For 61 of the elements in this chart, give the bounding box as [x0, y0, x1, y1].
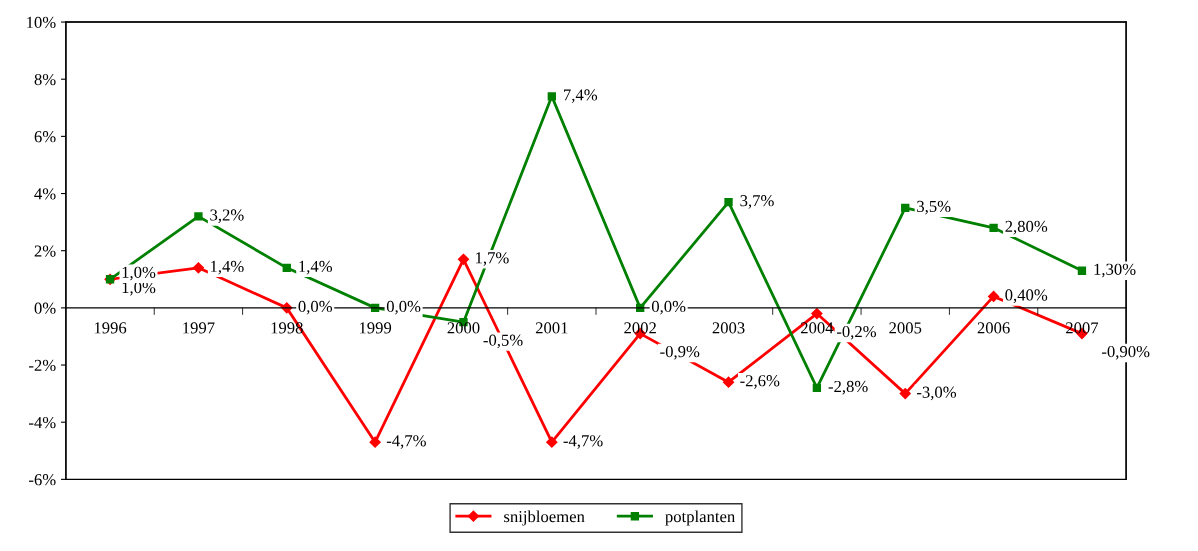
- data-label: -3,0%: [916, 386, 957, 401]
- point: [812, 383, 822, 393]
- y-tick-label: -6%: [29, 474, 56, 486]
- data-label: -4,7%: [386, 435, 426, 449]
- y-tick-label: 6%: [34, 131, 56, 143]
- x-tick-label: 1997: [183, 322, 215, 334]
- x-tick-label: 2003: [712, 322, 745, 334]
- point: [546, 436, 558, 448]
- point: [899, 388, 911, 400]
- point: [901, 203, 910, 212]
- x-tick-label: 2007: [1066, 322, 1099, 334]
- point: [194, 212, 203, 221]
- legend-label: snijbloemen: [504, 510, 585, 526]
- point: [547, 92, 556, 101]
- x-tick-label: 1999: [359, 322, 392, 334]
- data-label: -2,6%: [740, 375, 780, 389]
- data-label: 7,4%: [564, 89, 598, 103]
- data-label: 3,2%: [210, 209, 244, 223]
- data-label: 1,7%: [476, 252, 509, 266]
- data-label: -0,2%: [836, 325, 877, 340]
- data-label: 1,4%: [299, 260, 333, 275]
- point: [811, 307, 823, 320]
- data-label: -0,5%: [483, 334, 523, 349]
- data-label: -0,90%: [1102, 345, 1150, 360]
- data-label: 0,0%: [298, 300, 333, 315]
- point: [457, 253, 470, 265]
- data-label: 1,4%: [211, 260, 244, 275]
- point: [987, 290, 1000, 303]
- point: [369, 436, 381, 448]
- data-label: 0,40%: [1005, 289, 1048, 304]
- legend-label: potplanten: [665, 510, 735, 526]
- x-tick-label: 1996: [94, 322, 127, 334]
- data-label: 3,5%: [917, 200, 951, 215]
- point: [989, 223, 998, 233]
- y-tick-label: 10%: [27, 16, 56, 29]
- data-label: 2,80%: [1005, 220, 1048, 235]
- x-tick-label: 2004: [800, 322, 834, 334]
- x-tick-label: 2002: [624, 322, 656, 334]
- data-label: 0,0%: [386, 300, 421, 315]
- data-label: 1,30%: [1094, 263, 1136, 278]
- y-tick-label: -2%: [29, 359, 56, 372]
- point: [192, 262, 205, 274]
- x-tick-label: 2001: [535, 322, 568, 334]
- point: [282, 263, 291, 273]
- point: [722, 376, 735, 388]
- y-tick-label: 8%: [34, 73, 56, 86]
- data-label: 3,7%: [740, 195, 774, 209]
- y-tick-label: -4%: [29, 416, 56, 429]
- data-label: -0,9%: [660, 345, 700, 360]
- x-tick-label: 2005: [889, 322, 922, 334]
- x-tick-label: 2006: [977, 322, 1010, 334]
- x-tick-label: 2000: [447, 322, 480, 334]
- y-tick-label: 2%: [34, 245, 56, 257]
- data-label: -2,8%: [828, 380, 868, 395]
- y-tick-label: 4%: [34, 188, 56, 200]
- data-label: 1,0%: [122, 266, 156, 281]
- y-tick-label: 0%: [34, 302, 56, 314]
- data-label: 0,0%: [651, 300, 686, 315]
- point: [724, 197, 733, 207]
- data-label: -4,7%: [563, 435, 603, 449]
- point: [1077, 266, 1087, 275]
